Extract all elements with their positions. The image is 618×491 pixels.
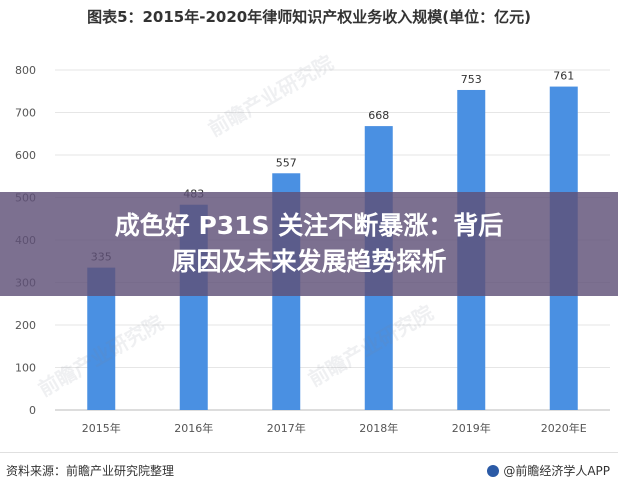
data-label: 753 <box>461 73 482 86</box>
x-tick-label: 2020年E <box>541 421 587 435</box>
data-label: 557 <box>276 156 297 169</box>
chart-title: 图表5：2015年-2020年律师知识产权业务收入规模(单位：亿元) <box>87 8 531 26</box>
brand-text: @前瞻经济学人APP <box>503 464 610 478</box>
y-tick-label: 0 <box>29 404 36 417</box>
footer-divider <box>0 452 618 453</box>
headline-line-1: 成色好 P31S 关注不断暴涨：背后 <box>114 211 504 240</box>
y-tick-label: 100 <box>15 362 36 375</box>
headline-banner: 成色好 P31S 关注不断暴涨：背后 原因及未来发展趋势探析 <box>0 192 618 296</box>
x-tick-label: 2018年 <box>359 421 398 435</box>
x-tick-label: 2019年 <box>452 421 491 435</box>
data-label: 761 <box>553 70 574 83</box>
x-tick-label: 2017年 <box>267 421 306 435</box>
x-axis-ticks: 2015年 2016年 2017年 2018年 2019年 2020年E <box>82 421 587 435</box>
brand-credit: @前瞻经济学人APP <box>487 462 610 479</box>
y-tick-label: 600 <box>15 149 36 162</box>
brand-logo-icon <box>487 464 500 477</box>
y-tick-label: 200 <box>15 319 36 332</box>
x-tick-label: 2016年 <box>174 421 213 435</box>
data-label: 668 <box>368 109 389 122</box>
y-tick-label: 700 <box>15 107 36 120</box>
x-tick-label: 2015年 <box>82 421 121 435</box>
headline-line-2: 原因及未来发展趋势探析 <box>171 247 447 276</box>
y-tick-label: 800 <box>15 64 36 77</box>
source-note: 资料来源：前瞻产业研究院整理 <box>6 464 175 478</box>
